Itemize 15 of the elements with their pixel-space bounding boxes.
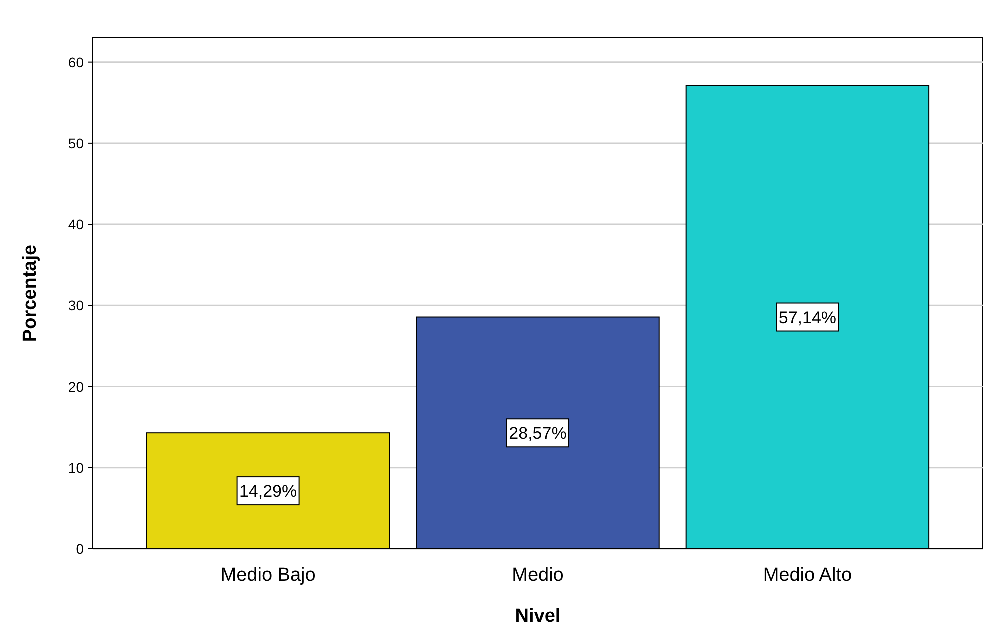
y-tick-label: 60 <box>68 54 84 70</box>
data-label: 28,57% <box>509 424 567 444</box>
y-tick-label: 0 <box>76 541 84 557</box>
x-tick-label: Medio <box>512 565 564 586</box>
y-tick-label: 20 <box>68 378 84 395</box>
y-tick-label: 50 <box>68 135 84 152</box>
data-label: 14,29% <box>239 482 298 502</box>
data-label: 57,14% <box>778 308 837 328</box>
y-tick-label: 10 <box>68 460 84 476</box>
y-axis-title: Porcentaje <box>20 244 41 342</box>
y-tick-label: 40 <box>68 216 84 233</box>
x-tick-label: Medio Bajo <box>220 565 316 586</box>
x-tick-label: Medio Alto <box>763 565 852 586</box>
x-axis-title: Nivel <box>515 606 561 626</box>
y-tick-label: 30 <box>68 298 84 314</box>
